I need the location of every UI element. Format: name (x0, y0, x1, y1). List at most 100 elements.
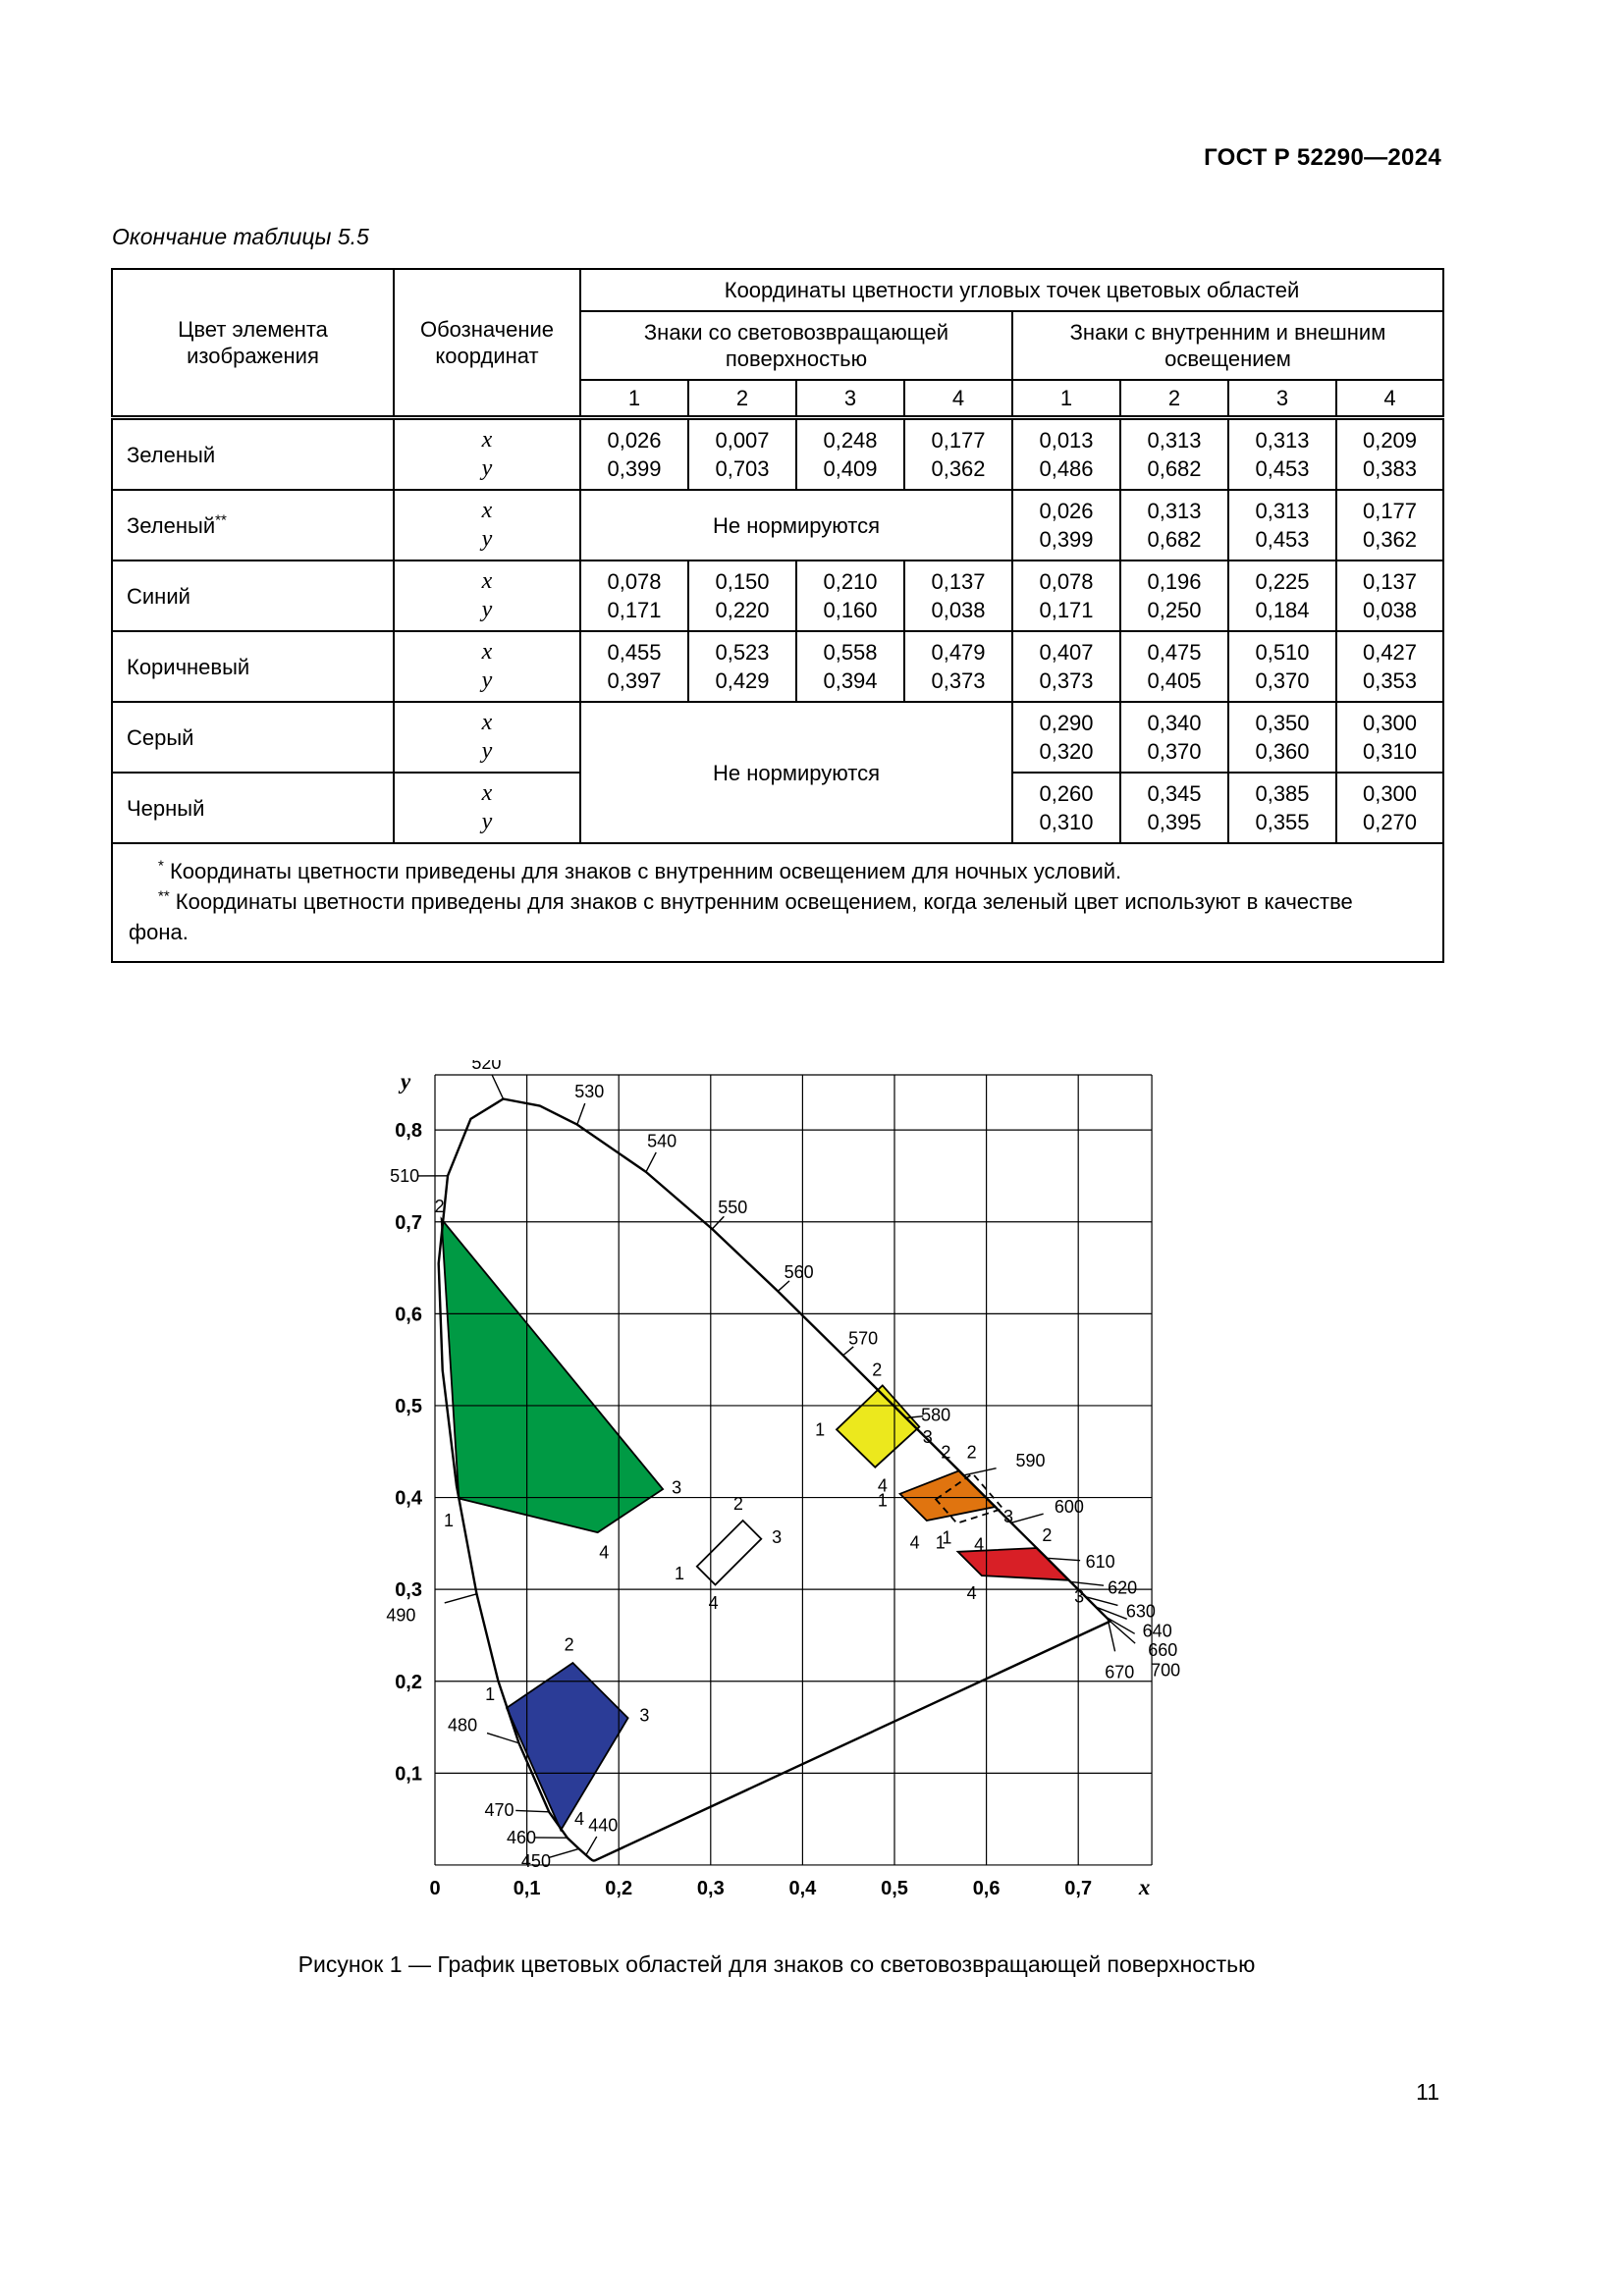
footnote-2-text: Координаты цветности приведены для знако… (129, 889, 1353, 944)
footnote-1-marker: * (158, 857, 164, 875)
coordinate-value-cell: 0,196 0,250 (1119, 560, 1229, 632)
coordinate-value-cell: 0,137 0,038 (903, 560, 1013, 632)
y-axis-tick-label: 0,5 (395, 1396, 422, 1417)
coordinate-value-cell: 0,313 0,682 (1119, 489, 1229, 561)
y-axis-tick-label: 0,7 (395, 1212, 422, 1234)
wavelength-label: 600 (1055, 1497, 1084, 1517)
color-name-cell: Синий (111, 560, 395, 632)
wavelength-label: 620 (1108, 1577, 1137, 1597)
x-axis-tick-label: 0,4 (788, 1878, 817, 1899)
coordinate-value-cell: 0,078 0,171 (579, 560, 689, 632)
table-row: Коричневый x y 0,455 0,397 0,523 0,429 0,558 0,3… (111, 630, 1445, 703)
wavelength-tick (548, 1847, 579, 1859)
coordinate-value-cell: 0,026 0,399 (579, 416, 689, 491)
wavelength-tick (842, 1346, 854, 1357)
white-region (695, 1519, 763, 1586)
corner-point-label: 1 (485, 1684, 495, 1704)
wavelength-label: 610 (1086, 1552, 1115, 1572)
point-number-header: 4 (1334, 379, 1445, 420)
point-number-header: 1 (1011, 379, 1121, 420)
wavelength-label: 450 (521, 1851, 551, 1871)
corner-point-label: 2 (941, 1443, 950, 1463)
wavelength-tick (515, 1809, 550, 1813)
footnote-2-marker: ** (158, 887, 170, 905)
corner-point-label: 4 (974, 1534, 984, 1554)
corner-point-label: 2 (872, 1360, 882, 1379)
not-rated-cell: Не нормируются (579, 701, 1013, 844)
y-axis-tick-label: 0,4 (395, 1488, 423, 1510)
wavelength-label: 630 (1126, 1602, 1156, 1622)
col-header-group-right: Знаки с внутренним и внешним освещением (1010, 310, 1445, 381)
color-name-cell: Зеленый (111, 416, 395, 491)
corner-point-label: 3 (772, 1527, 782, 1547)
coordinate-value-cell: 0,340 0,370 (1119, 701, 1229, 774)
color-name-cell: Серый (111, 701, 395, 774)
green-region (440, 1216, 665, 1534)
coordinate-value-cell: 0,177 0,362 (903, 416, 1013, 491)
wavelength-tick (585, 1836, 598, 1856)
table-body: Зеленый x y 0,026 0,399 0,007 0,703 0,248 0,409 0… (111, 416, 1445, 844)
wavelength-label: 560 (785, 1262, 814, 1282)
coordinate-value-cell: 0,313 0,682 (1119, 416, 1229, 491)
x-axis-title: x (1138, 1875, 1151, 1899)
wavelength-label: 540 (647, 1131, 677, 1150)
wavelength-label: 470 (484, 1800, 514, 1820)
point-number-header: 3 (795, 379, 905, 420)
wavelength-tick (444, 1593, 477, 1604)
blue-region (505, 1661, 629, 1833)
coordinate-value-cell: 0,385 0,355 (1227, 772, 1337, 844)
wavelength-tick (711, 1215, 725, 1230)
wavelength-tick (963, 1468, 997, 1476)
coordinate-value-cell: 0,300 0,270 (1334, 772, 1445, 844)
wavelength-tick (905, 1415, 924, 1419)
chromaticity-table: Цвет элемента изображения Обозначение ко… (110, 268, 1445, 963)
wavelength-label: 520 (471, 1060, 501, 1073)
coordinate-value-cell: 0,313 0,453 (1227, 416, 1337, 491)
not-rated-cell: Не нормируются (579, 489, 1013, 561)
footnotes-cell: * Координаты цветности приведены для зна… (110, 842, 1445, 963)
spectral-locus (437, 1097, 1111, 1862)
coordinate-value-cell: 0,209 0,383 (1334, 416, 1445, 491)
wavelength-label: 490 (386, 1605, 415, 1625)
corner-point-label: 3 (923, 1427, 933, 1447)
corner-point-label: 2 (1042, 1525, 1052, 1545)
coordinate-value-cell: 0,300 0,310 (1334, 701, 1445, 774)
y-axis-title: y (398, 1069, 411, 1094)
coordinate-value-cell: 0,248 0,409 (795, 416, 905, 491)
yellow-region (835, 1384, 921, 1468)
wavelength-label: 640 (1143, 1621, 1172, 1640)
footnote-2: ** Координаты цветности приведены для зн… (129, 886, 1417, 947)
corner-point-label: 1 (936, 1532, 946, 1552)
x-axis-tick-label: 0,2 (605, 1878, 632, 1899)
wavelength-label: 570 (848, 1329, 878, 1349)
coordinate-value-cell: 0,013 0,486 (1011, 416, 1121, 491)
coordinate-value-cell: 0,350 0,360 (1227, 701, 1337, 774)
wavelength-label: 580 (921, 1405, 950, 1424)
y-axis-tick-label: 0,6 (395, 1304, 422, 1325)
table-row: Синий x y 0,078 0,171 0,150 0,220 0,210 0,160 0,1… (111, 560, 1445, 632)
coordinate-value-cell: 0,455 0,397 (579, 630, 689, 703)
wavelength-label: 530 (574, 1082, 604, 1101)
corner-point-label: 4 (709, 1593, 719, 1613)
wavelength-label: 460 (507, 1828, 536, 1847)
coordinate-value-cell: 0,523 0,429 (687, 630, 797, 703)
wavelength-label: 700 (1151, 1661, 1180, 1681)
x-axis-tick-label: 0,1 (514, 1878, 541, 1899)
coordinate-value-cell: 0,479 0,373 (903, 630, 1013, 703)
orange-dashed-region (934, 1471, 1004, 1524)
wavelength-label: 670 (1105, 1662, 1134, 1682)
color-name-cell: Зеленый** (111, 489, 395, 561)
corner-point-label: 3 (672, 1477, 681, 1497)
wavelength-tick (1047, 1557, 1081, 1562)
coordinate-value-cell: 0,210 0,160 (795, 560, 905, 632)
corner-point-label: 3 (639, 1705, 649, 1725)
y-axis-tick-label: 0,2 (395, 1672, 422, 1693)
wavelength-tick (1107, 1618, 1116, 1652)
table-row: Зеленый** x y Не нормируются 0,026 0,399 0,313… (111, 489, 1445, 561)
coordinate-value-cell: 0,427 0,353 (1334, 630, 1445, 703)
wavelength-tick (1085, 1595, 1118, 1607)
corner-point-label: 2 (967, 1443, 977, 1463)
footnote-1: * Координаты цветности приведены для зна… (129, 856, 1417, 886)
